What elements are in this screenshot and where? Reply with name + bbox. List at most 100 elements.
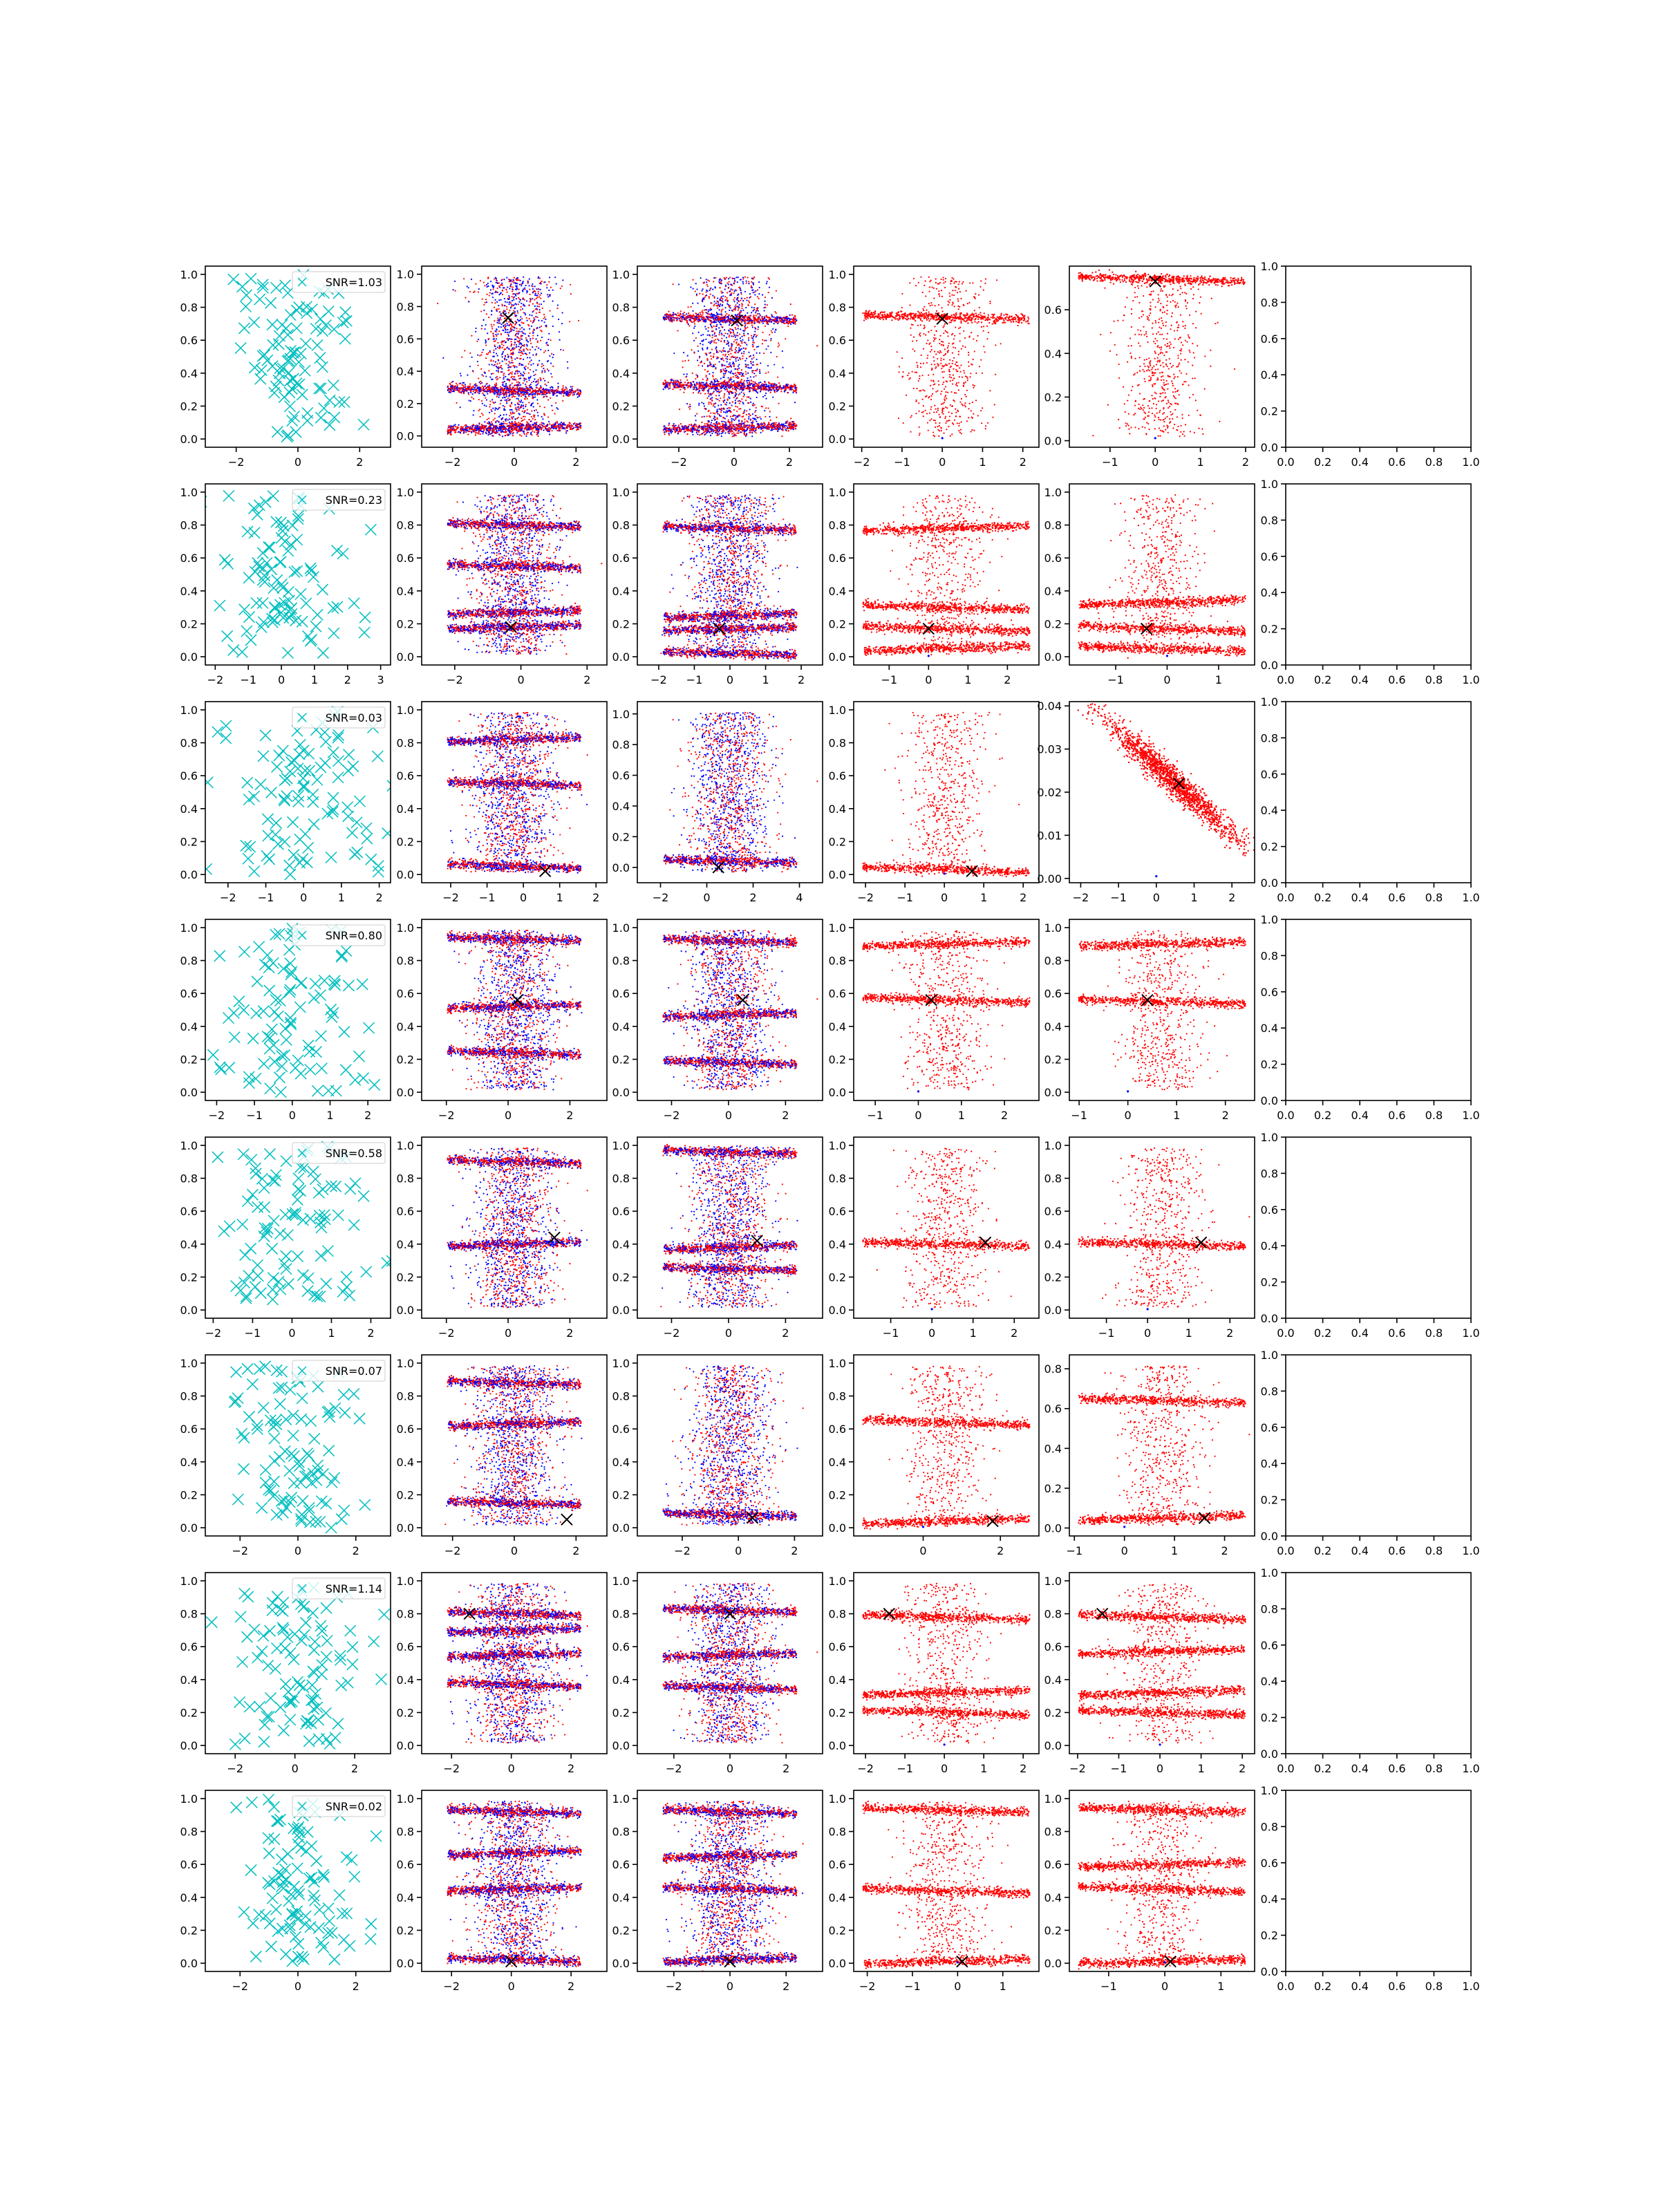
panel-r0-c2-point bbox=[713, 281, 714, 282]
panel-r0-c1-point bbox=[491, 428, 493, 429]
panel-r0-c1-point bbox=[530, 388, 532, 389]
panel-r0-c1-point bbox=[543, 397, 544, 398]
panel-r0-c2-point bbox=[715, 305, 717, 306]
panel-r0-c1-point bbox=[528, 402, 529, 403]
panel-r0-c1-point bbox=[536, 434, 538, 435]
panel-r0-c1-point bbox=[493, 350, 494, 351]
panel-r0-c2-point bbox=[673, 423, 675, 424]
panel-r0-c1-point bbox=[469, 427, 470, 429]
panel-r0-c1-point bbox=[529, 352, 530, 353]
panel-r0-c1-point bbox=[552, 316, 554, 317]
panel-r0-c1-point bbox=[511, 373, 512, 375]
panel-r0-c1-point bbox=[518, 289, 520, 290]
panel-r0-c1-point bbox=[530, 320, 532, 321]
panel-r0-c2-point bbox=[726, 313, 727, 315]
panel-r0-c2-point bbox=[707, 364, 709, 366]
panel-r0-c2-point bbox=[708, 403, 709, 404]
panel-r0-c1-point bbox=[577, 396, 579, 397]
panel-r0-c1-point bbox=[469, 353, 471, 354]
panel-r0-c1-point bbox=[545, 326, 546, 327]
panel-r0-c1-point bbox=[557, 382, 559, 384]
panel-r0-c1-point bbox=[523, 416, 524, 418]
panel-r0-c1-point bbox=[578, 394, 579, 395]
panel-r0-c2-point bbox=[733, 362, 734, 363]
panel-r0-c2-point bbox=[713, 277, 715, 279]
panel-r0-c1-point bbox=[544, 371, 545, 373]
panel-r0-c2-point bbox=[683, 352, 684, 353]
panel-r0-c1-point bbox=[510, 345, 512, 346]
panel-r0-c1-point bbox=[487, 286, 488, 288]
panel-r0-c1-point bbox=[508, 295, 509, 297]
panel-r0-c1-point bbox=[524, 390, 525, 391]
panel-r0-c1-point bbox=[494, 386, 495, 388]
panel-r0-c2-point bbox=[745, 307, 747, 308]
panel-r0-c1-point bbox=[457, 384, 458, 386]
panel-r0-c1-point bbox=[489, 388, 490, 390]
panel-r0-c1-point bbox=[531, 416, 532, 418]
panel-r0-c1-point bbox=[562, 387, 563, 388]
panel-r0-c2-point bbox=[700, 314, 701, 315]
panel-r0-c2-point bbox=[759, 315, 760, 317]
panel-r0-c1-point bbox=[525, 353, 526, 354]
panel-r0-c1-point bbox=[533, 406, 534, 407]
panel-r0-c2-point bbox=[710, 320, 711, 321]
panel-r0-c2-point bbox=[749, 432, 750, 433]
panel-r0-c2-point bbox=[759, 322, 760, 324]
panel-r0-c2-point bbox=[719, 433, 720, 434]
panel-r0-c2-point bbox=[752, 289, 753, 290]
panel-r0-c1-point bbox=[485, 299, 487, 300]
panel-r0-c1-point bbox=[484, 388, 485, 390]
panel-r0-c2-point bbox=[702, 334, 704, 335]
panel-r0-c2-point bbox=[751, 370, 753, 371]
panel-r0-c1-point bbox=[545, 427, 546, 429]
panel-r0-c2-point bbox=[689, 406, 691, 407]
panel-r0-c1-point bbox=[479, 409, 480, 410]
panel-r0-c2-point bbox=[789, 315, 791, 316]
panel-r0-c2-point bbox=[749, 317, 750, 318]
panel-r0-c2-point bbox=[717, 411, 718, 412]
panel-r0-c2-point bbox=[719, 415, 720, 416]
panel-r0-c1-point bbox=[536, 422, 537, 423]
panel-r0-c1-point bbox=[485, 357, 487, 359]
panel-r0-c2-point bbox=[791, 314, 793, 315]
panel-r0-c1-point bbox=[478, 431, 479, 432]
panel-r0-c2-point bbox=[698, 404, 700, 406]
panel-r0-c1-point bbox=[525, 337, 527, 339]
panel-r0-c2-point bbox=[747, 276, 749, 278]
panel-r0-c2-point bbox=[744, 341, 745, 343]
panel-r0-c1-point bbox=[536, 294, 538, 296]
panel-r0-c1-point bbox=[518, 426, 519, 427]
panel-r0-c2-point bbox=[738, 328, 739, 329]
panel-r0-c1-point bbox=[517, 333, 518, 335]
panel-r0-c1-point bbox=[478, 288, 480, 290]
panel-r0-c1-point bbox=[468, 392, 469, 393]
panel-r0-c2-point bbox=[756, 346, 758, 348]
panel-r0-c1-point bbox=[534, 378, 535, 379]
panel-r0-c1-point bbox=[538, 431, 539, 433]
panel-r0-c1-point bbox=[523, 276, 524, 278]
panel-r0-c1-point bbox=[534, 415, 535, 416]
panel-r0-c1-point bbox=[498, 368, 499, 369]
panel-r0-c2-point bbox=[704, 309, 705, 310]
panel-r0-c1-point bbox=[472, 386, 474, 388]
panel-r0-c2-point bbox=[730, 284, 731, 285]
panel-r0-c1-point bbox=[515, 295, 516, 297]
panel-r0-c1-point bbox=[453, 386, 454, 388]
panel-r0-c2-point bbox=[725, 354, 727, 355]
panel-r0-c2-point bbox=[753, 355, 754, 356]
panel-r0-c2-point bbox=[744, 276, 746, 278]
panel-r0-c2-point bbox=[686, 313, 687, 315]
panel-r0-c2-point bbox=[767, 304, 768, 306]
panel-r0-c2-point bbox=[715, 287, 716, 288]
panel-r0-c1-point bbox=[460, 430, 462, 431]
panel-r0-c2-point bbox=[733, 420, 735, 421]
panel-r0-c1-point bbox=[547, 368, 548, 370]
panel-r0-c1-point bbox=[502, 393, 503, 394]
panel-r0-c1-point bbox=[493, 352, 494, 353]
panel-r0-c1-point bbox=[532, 402, 534, 404]
panel-r0-c1-point bbox=[482, 431, 484, 432]
panel-r0-c2-point bbox=[722, 308, 724, 310]
panel-r0-c2-point bbox=[738, 351, 739, 353]
panel-r0-c2-point bbox=[728, 288, 729, 289]
panel-r0-c2-point bbox=[728, 421, 729, 422]
